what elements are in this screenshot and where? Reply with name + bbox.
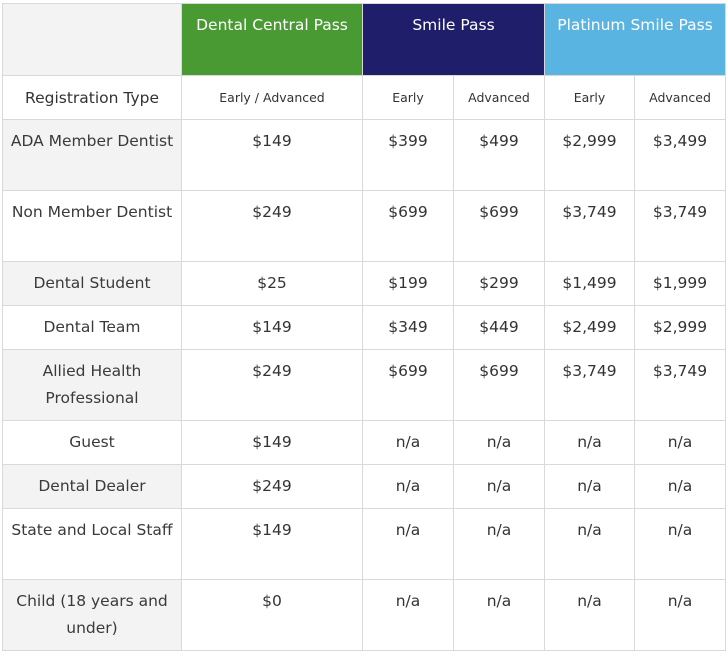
- table-row: Guest $149 n/a n/a n/a n/a: [2, 420, 727, 465]
- table-row: Child (18 years and under) $0 n/a n/a n/…: [2, 579, 727, 651]
- price-cell: $699: [362, 190, 454, 262]
- price-cell: n/a: [634, 579, 727, 651]
- table-row: Dental Team $149 $349 $449 $2,499 $2,999: [2, 305, 727, 350]
- price-cell: n/a: [544, 508, 636, 580]
- row-label: Dental Team: [2, 305, 182, 350]
- price-cell: $299: [452, 261, 546, 306]
- row-label: Child (18 years and under): [2, 579, 182, 651]
- price-cell: $249: [181, 464, 363, 509]
- price-cell: n/a: [362, 420, 454, 465]
- price-cell: $399: [362, 119, 454, 191]
- table-row: State and Local Staff $149 n/a n/a n/a n…: [2, 508, 727, 580]
- header-dental-central-pass: Dental Central Pass: [181, 3, 363, 76]
- row-label: State and Local Staff: [2, 508, 182, 580]
- price-cell: $449: [452, 305, 546, 350]
- price-cell: $0: [181, 579, 363, 651]
- price-cell: n/a: [452, 579, 546, 651]
- corner-cell: [2, 3, 182, 76]
- registration-type-label: Registration Type: [2, 75, 182, 120]
- price-cell: n/a: [362, 579, 454, 651]
- price-cell: $3,499: [634, 119, 727, 191]
- price-cell: $699: [362, 349, 454, 421]
- price-cell: $3,749: [634, 349, 727, 421]
- subheader-platinum-early: Early: [544, 75, 636, 120]
- price-cell: $2,499: [544, 305, 636, 350]
- subheader-dcp-early-advanced: Early / Advanced: [181, 75, 363, 120]
- registration-type-header-row: Registration Type Early / Advanced Early…: [2, 75, 727, 120]
- price-cell: n/a: [362, 464, 454, 509]
- table-row: ADA Member Dentist $149 $399 $499 $2,999…: [2, 119, 727, 191]
- price-cell: $699: [452, 190, 546, 262]
- price-cell: $199: [362, 261, 454, 306]
- table-row: Non Member Dentist $249 $699 $699 $3,749…: [2, 190, 727, 262]
- price-cell: $699: [452, 349, 546, 421]
- price-cell: n/a: [452, 420, 546, 465]
- price-cell: n/a: [452, 508, 546, 580]
- price-cell: n/a: [634, 420, 727, 465]
- subheader-smile-early: Early: [362, 75, 454, 120]
- price-cell: $499: [452, 119, 546, 191]
- header-platinum-smile-pass: Platinum Smile Pass: [544, 3, 727, 76]
- row-label: Non Member Dentist: [2, 190, 182, 262]
- table-row: Dental Dealer $249 n/a n/a n/a n/a: [2, 464, 727, 509]
- price-cell: $249: [181, 349, 363, 421]
- price-cell: $249: [181, 190, 363, 262]
- price-cell: $2,999: [634, 305, 727, 350]
- price-cell: n/a: [544, 464, 636, 509]
- price-cell: $149: [181, 508, 363, 580]
- price-cell: n/a: [362, 508, 454, 580]
- pass-header-row: Dental Central Pass Smile Pass Platinum …: [2, 3, 727, 76]
- header-smile-pass: Smile Pass: [361, 3, 546, 76]
- row-label: Guest: [2, 420, 182, 465]
- price-cell: $149: [181, 305, 363, 350]
- price-cell: $1,999: [634, 261, 727, 306]
- price-cell: $349: [362, 305, 454, 350]
- price-cell: $2,999: [544, 119, 636, 191]
- pricing-table: Dental Central Pass Smile Pass Platinum …: [2, 3, 727, 651]
- subheader-smile-advanced: Advanced: [452, 75, 546, 120]
- price-cell: n/a: [452, 464, 546, 509]
- price-cell: $3,749: [544, 190, 636, 262]
- price-cell: n/a: [634, 464, 727, 509]
- price-cell: n/a: [634, 508, 727, 580]
- row-label: Dental Student: [2, 261, 182, 306]
- price-cell: $1,499: [544, 261, 636, 306]
- table-row: Dental Student $25 $199 $299 $1,499 $1,9…: [2, 261, 727, 306]
- table-row: Allied Health Professional $249 $699 $69…: [2, 349, 727, 421]
- price-cell: $25: [181, 261, 363, 306]
- subheader-platinum-advanced: Advanced: [634, 75, 727, 120]
- row-label: Dental Dealer: [2, 464, 182, 509]
- row-label: ADA Member Dentist: [2, 119, 182, 191]
- price-cell: $3,749: [544, 349, 636, 421]
- price-cell: n/a: [544, 579, 636, 651]
- price-cell: $149: [181, 119, 363, 191]
- price-cell: $3,749: [634, 190, 727, 262]
- row-label: Allied Health Professional: [2, 349, 182, 421]
- price-cell: $149: [181, 420, 363, 465]
- price-cell: n/a: [544, 420, 636, 465]
